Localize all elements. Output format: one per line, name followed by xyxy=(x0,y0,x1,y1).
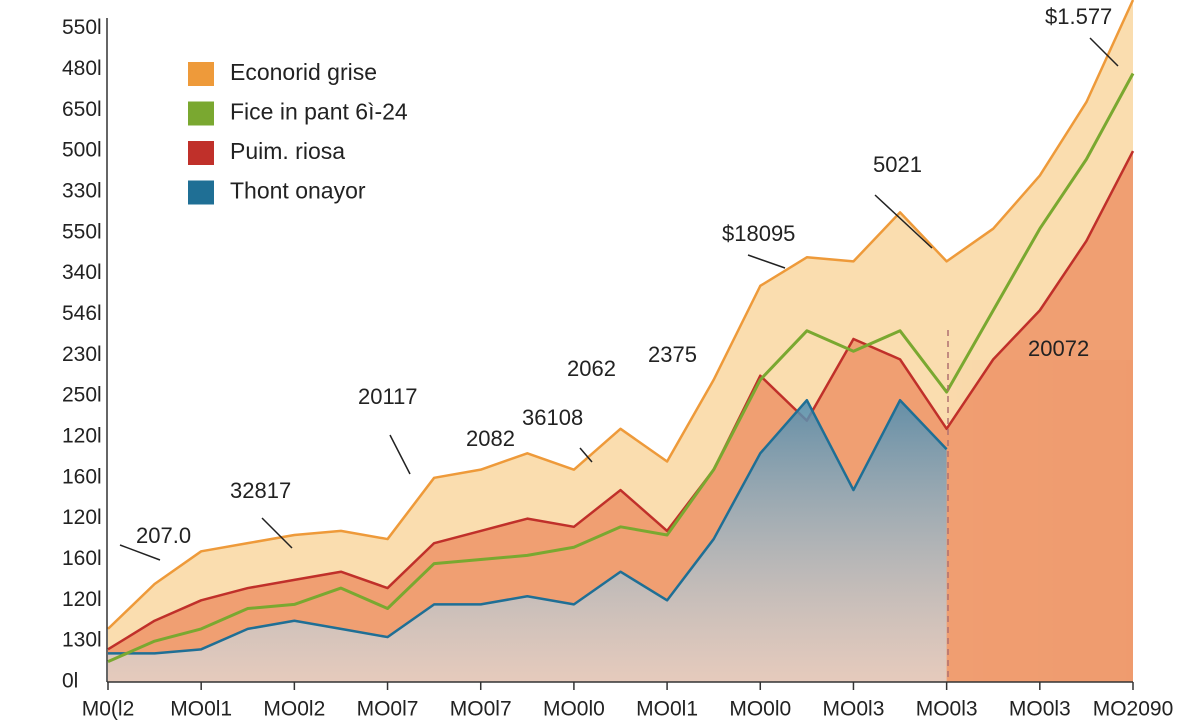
y-tick-label: 500l xyxy=(62,139,102,162)
y-tick-label: 160l xyxy=(62,547,102,570)
y-tick-label: 120l xyxy=(62,425,102,448)
x-tick-label: M0(l2 xyxy=(82,698,135,720)
y-tick-label: 480l xyxy=(62,57,102,80)
y-tick-label: 120l xyxy=(62,506,102,529)
y-tick-label: 340l xyxy=(62,261,102,284)
legend-swatch xyxy=(188,101,214,126)
annotation: 2375 xyxy=(648,342,697,367)
legend-swatch xyxy=(188,62,214,86)
y-tick-label: 130l xyxy=(62,629,102,652)
annotation: 36108 xyxy=(522,405,583,430)
x-tick-label: MO2090 xyxy=(1093,698,1174,720)
annotation: 5021 xyxy=(873,152,922,177)
x-tick-label: MO0l3 xyxy=(916,698,978,720)
annotation: 207.0 xyxy=(136,523,191,548)
series-line xyxy=(107,72,1135,663)
x-tick-label: MO0l2 xyxy=(263,698,325,720)
annotation-arrow xyxy=(747,254,786,269)
legend-swatch xyxy=(188,180,214,205)
y-tick-label: 546l xyxy=(62,302,102,325)
annotation: $1.577 xyxy=(1045,4,1112,29)
legend-label: Thont onayor xyxy=(230,178,366,204)
x-tick-label: MO0l3 xyxy=(1009,698,1071,720)
x-tick-label: MO0l1 xyxy=(636,698,698,720)
annotation: 20117 xyxy=(358,384,418,409)
y-tick-label: 650l xyxy=(62,98,102,121)
legend-swatch xyxy=(188,141,214,165)
annotation-arrow xyxy=(389,434,411,475)
area xyxy=(108,400,947,682)
annotation-arrow xyxy=(1089,37,1119,67)
annotation-arrow xyxy=(579,447,593,463)
x-tick-label: MO0l1 xyxy=(170,698,232,720)
legend-label: Fice in pant 6ì-24 xyxy=(230,99,408,125)
y-tick-label: 230l xyxy=(62,343,102,366)
y-tick-label: 120l xyxy=(62,588,102,611)
legend-label: Puim. riosa xyxy=(230,138,345,164)
series-line xyxy=(107,0,1135,630)
x-tick-label: MO0l7 xyxy=(450,698,512,720)
y-tick-label: 550l xyxy=(62,220,102,243)
y-tick-label: 330l xyxy=(62,179,102,202)
annotation-arrow xyxy=(119,544,161,561)
y-tick-label: 550l xyxy=(62,16,102,39)
x-tick-label: MO0l7 xyxy=(357,698,419,720)
annotation: 32817 xyxy=(230,478,291,503)
annotation-arrow xyxy=(261,517,293,549)
x-tick-label: MO0l0 xyxy=(729,698,791,720)
annotation: 2082 xyxy=(466,426,515,451)
series-line xyxy=(108,398,948,655)
annotation: 2062 xyxy=(567,356,616,381)
y-tick-label: 0l xyxy=(62,670,78,693)
legend-label: Econorid grise xyxy=(230,59,377,85)
annotation: $18095 xyxy=(722,221,795,246)
series-line xyxy=(107,150,1135,651)
annotation: 20072 xyxy=(1028,336,1089,361)
annotation-arrow xyxy=(874,194,933,249)
y-tick-label: 160l xyxy=(62,465,102,488)
x-tick-label: MO0l3 xyxy=(823,698,885,720)
x-tick-label: MO0l0 xyxy=(543,698,605,720)
y-tick-label: 250l xyxy=(62,384,102,407)
